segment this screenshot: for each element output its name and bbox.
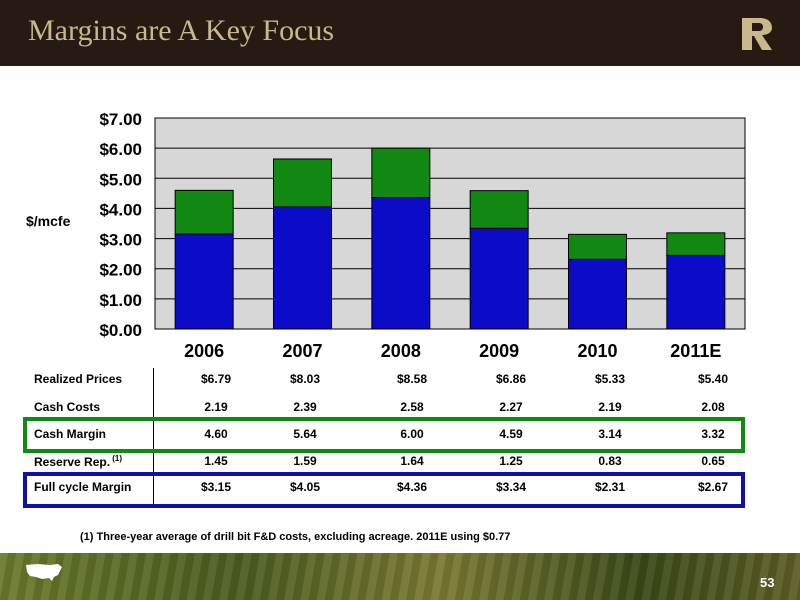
row-label-group: Reserve Rep. (1) bbox=[34, 454, 154, 469]
stacked-bar-chart: $7.00 $6.00 $5.00 $4.00 $3.00 $2.00 $1.00 $0.00… bbox=[99, 110, 746, 361]
table-cell: $3.34 bbox=[495, 480, 527, 494]
y-tick-label: $0.00 bbox=[99, 321, 142, 340]
table-cell: 3.14 bbox=[598, 427, 622, 441]
bar-segment-top bbox=[568, 233, 627, 260]
table-cell: $3.15 bbox=[200, 480, 232, 494]
row-label: Reserve Rep. bbox=[34, 455, 111, 469]
table-cell: 2.19 bbox=[204, 400, 228, 414]
table-cell: $2.31 bbox=[594, 480, 626, 494]
table-cell: 3.32 bbox=[701, 427, 725, 441]
y-tick-label: $4.00 bbox=[99, 200, 142, 219]
table-cell: $4.05 bbox=[289, 480, 321, 494]
bar-segment-bottom bbox=[371, 197, 431, 330]
table-cell: $6.86 bbox=[495, 372, 527, 386]
table-cell: $4.36 bbox=[396, 480, 428, 494]
bar-segment-top bbox=[174, 189, 234, 235]
bar-segment-top bbox=[273, 158, 332, 208]
table-cell: 1.45 bbox=[204, 454, 228, 468]
x-tick-label: 2007 bbox=[282, 341, 322, 361]
table-cell: $6.79 bbox=[200, 372, 232, 386]
bar-segment-bottom bbox=[469, 227, 529, 330]
table-row: Realized Prices $6.79 $8.03 $8.58 $6.86 $5.33… bbox=[0, 368, 800, 394]
row-label: Cash Margin bbox=[34, 427, 107, 441]
plot-area bbox=[154, 117, 746, 330]
x-tick-label: 2010 bbox=[577, 341, 617, 361]
y-tick-label: $7.00 bbox=[99, 110, 142, 129]
row-label: Cash Costs bbox=[34, 400, 101, 414]
cash-margin-highlight bbox=[23, 417, 745, 453]
table-cell: 1.59 bbox=[293, 454, 317, 468]
table-cell: 1.64 bbox=[400, 454, 424, 468]
y-tick-label: $1.00 bbox=[99, 291, 142, 310]
x-tick-label: 2009 bbox=[479, 341, 519, 361]
table-cell: 2.39 bbox=[293, 400, 317, 414]
row-label-footnote-ref: (1) bbox=[110, 454, 123, 463]
y-tick-label: $2.00 bbox=[99, 261, 142, 280]
x-tick-label: 2011E bbox=[670, 341, 721, 361]
bar-segment-top bbox=[469, 190, 529, 229]
y-tick-label: $5.00 bbox=[99, 170, 142, 189]
margin-table: Realized Prices $6.79 $8.03 $8.58 $6.86 $5.33… bbox=[0, 368, 800, 508]
table-cell: $8.03 bbox=[289, 372, 321, 386]
x-tick-label: 2006 bbox=[184, 341, 224, 361]
bar-segment-bottom bbox=[666, 254, 726, 330]
table-cell: 4.60 bbox=[204, 427, 228, 441]
y-axis-unit-label: $/mcfe bbox=[26, 213, 71, 229]
table-row: Cash Costs 2.19 2.39 2.58 2.27 2.19 2.08 bbox=[0, 396, 800, 422]
footnote: (1) Three-year average of drill bit F&D … bbox=[80, 531, 511, 543]
bar-segment-bottom bbox=[174, 233, 234, 330]
footer-landscape bbox=[0, 553, 800, 600]
bar-segment-bottom bbox=[273, 206, 332, 330]
table-cell: $5.33 bbox=[594, 372, 626, 386]
table-cell: 0.65 bbox=[701, 454, 725, 468]
page-number: 53 bbox=[760, 575, 775, 590]
table-row: Full cycle Margin $3.15 $4.05 $4.36 $3.34 $2.… bbox=[0, 476, 800, 502]
y-tick-label: $6.00 bbox=[99, 140, 142, 159]
table-cell: 2.58 bbox=[400, 400, 424, 414]
slide-title: Margins are A Key Focus bbox=[28, 14, 335, 47]
table-row: Reserve Rep. (1) 1.45 1.59 1.64 1.25 0.83 0.65 bbox=[0, 450, 800, 476]
full-cycle-margin-highlight bbox=[23, 472, 745, 508]
y-tick-label: $3.00 bbox=[99, 231, 142, 250]
table-cell: $2.67 bbox=[697, 480, 729, 494]
table-divider bbox=[153, 368, 154, 508]
table-cell: 4.59 bbox=[499, 427, 523, 441]
company-logo-icon bbox=[740, 16, 774, 52]
table-row: Cash Margin 4.60 5.64 6.00 4.59 3.14 3.32 bbox=[0, 423, 800, 449]
table-cell: 1.25 bbox=[499, 454, 523, 468]
table-cell: 2.19 bbox=[598, 400, 622, 414]
table-cell: 0.83 bbox=[598, 454, 622, 468]
x-tick-label: 2008 bbox=[381, 341, 421, 361]
bar-segment-top bbox=[666, 232, 726, 256]
table-cell: 6.00 bbox=[400, 427, 424, 441]
row-label: Full cycle Margin bbox=[34, 480, 132, 494]
table-cell: $5.40 bbox=[697, 372, 729, 386]
bar-segment-top bbox=[371, 147, 431, 199]
slide-header: Margins are A Key Focus bbox=[0, 0, 800, 66]
table-cell: 2.27 bbox=[499, 400, 523, 414]
table-cell: 2.08 bbox=[701, 400, 725, 414]
us-map-icon bbox=[26, 564, 62, 581]
bar-segment-bottom bbox=[568, 258, 627, 330]
table-cell: 5.64 bbox=[293, 427, 317, 441]
table-cell: $8.58 bbox=[396, 372, 428, 386]
row-label: Realized Prices bbox=[34, 372, 123, 386]
